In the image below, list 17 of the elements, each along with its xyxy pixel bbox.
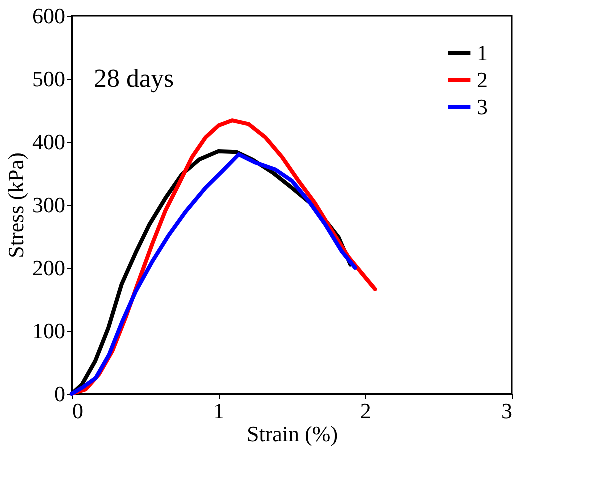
y-tick-label: 0	[54, 382, 66, 406]
x-tick-label: 3	[502, 398, 512, 424]
y-tick-label: 400	[32, 130, 66, 154]
y-tick-label: 500	[32, 66, 66, 92]
x-axis-title: Strain (%)	[246, 422, 338, 446]
legend-label: 3	[477, 94, 488, 120]
x-tick-label: 1	[214, 398, 225, 424]
annotation: 28 days	[94, 64, 174, 93]
x-tick-label: 2	[360, 398, 372, 424]
y-tick-label: 600	[32, 4, 66, 28]
legend-label: 1	[477, 40, 488, 66]
legend-label: 2	[477, 68, 488, 92]
y-tick-label: 300	[32, 192, 66, 218]
x-tick-label: 0	[72, 398, 84, 424]
y-tick-label: 100	[32, 318, 66, 344]
y-tick-label: 200	[32, 256, 66, 280]
y-axis-title: Stress (kPa)	[4, 152, 28, 258]
